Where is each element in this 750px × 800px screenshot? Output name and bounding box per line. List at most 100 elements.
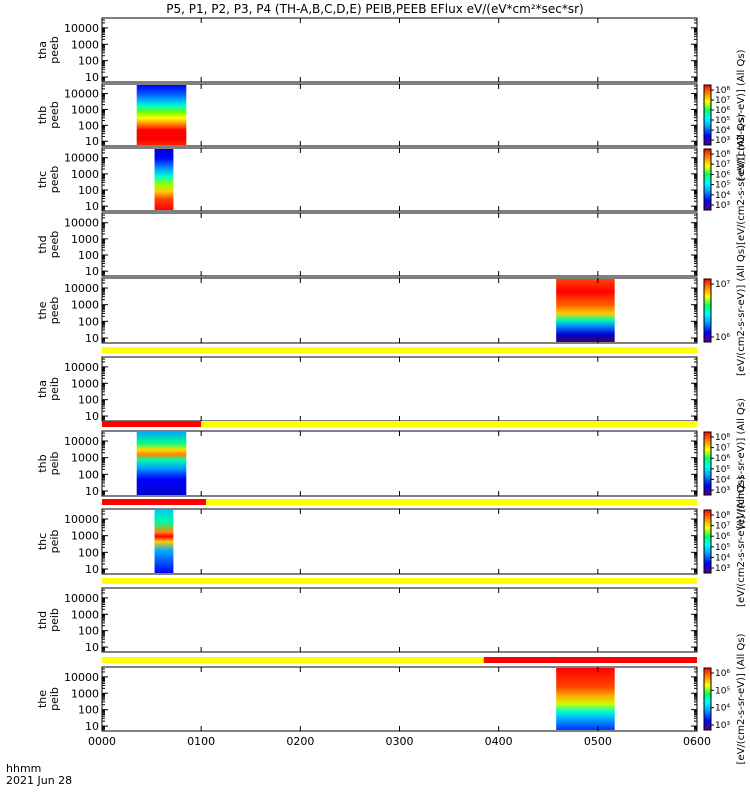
panel-label-probe: thb: [36, 106, 49, 124]
y-tick-label: 10000: [64, 282, 99, 295]
y-tick-label: 10: [85, 641, 99, 654]
panel-label-product: peib: [48, 452, 61, 476]
colorbar-tick-label: 10⁴: [715, 126, 730, 136]
panel-label-probe: the: [36, 301, 49, 319]
spectrogram-block: [556, 279, 615, 342]
colorbar-tick-label: 10⁶: [715, 333, 730, 343]
colorbar-tick-label: 10⁸: [715, 86, 730, 96]
footer-time-label: hhmm: [6, 762, 41, 775]
colorbar-tick-label: 10⁷: [715, 444, 730, 454]
panel-label-product: peeb: [48, 231, 61, 259]
colorbar-tick-label: 10⁷: [715, 280, 730, 290]
colorbar-tick-label: 10⁸: [715, 433, 730, 443]
panel-label-probe: thb: [36, 454, 49, 472]
panel-tha_peeb: 10 100 1000 10000 tha peeb: [36, 17, 698, 84]
y-tick-label: 10000: [64, 88, 99, 101]
y-tick-label: 100: [78, 119, 99, 132]
y-tick-label: 10: [85, 410, 99, 423]
colorbar: [703, 278, 712, 343]
x-tick-label: 0000: [88, 735, 116, 748]
spectrogram-block: [556, 668, 615, 730]
y-tick-label: 100: [78, 468, 99, 481]
mode-bar-segment: [483, 657, 697, 663]
colorbar-unit-label: [eV/(cm2-s-sr-eV)] (All Qs): [736, 398, 747, 529]
panel-label-probe: thc: [36, 171, 49, 188]
colorbar-unit-label: [eV/(cm2-s-sr-eV)] (All Qs): [736, 476, 747, 607]
panel-frame: [101, 508, 698, 575]
colorbar-tick-label: 10⁵: [715, 181, 730, 191]
colorbar-tick-label: 10⁶: [715, 170, 730, 180]
y-tick-label: 10000: [64, 361, 99, 374]
panel-label-product: peeb: [48, 166, 61, 194]
panel-label-product: peib: [48, 530, 61, 554]
y-tick-label: 10: [85, 135, 99, 148]
mode-bar-segment: [102, 657, 484, 663]
colorbar-tick-label: 10⁶: [715, 454, 730, 464]
mode-bar-segment: [206, 499, 697, 505]
colorbar-tick-label: 10³: [715, 201, 730, 211]
y-tick-label: 100: [78, 704, 99, 717]
x-tick-label: 0200: [286, 735, 314, 748]
panel-label-probe: thc: [36, 533, 49, 550]
panel-frame: [101, 147, 698, 212]
footer-date-label: 2021 Jun 28: [6, 774, 72, 787]
colorbar-tick-label: 10⁶: [715, 532, 730, 542]
colorbar-tick-label: 10⁴: [715, 475, 730, 485]
y-tick-label: 100: [78, 625, 99, 638]
colorbar-tick-label: 10⁸: [715, 511, 730, 521]
mode-bar-segment: [201, 421, 697, 427]
spectrogram-block: [154, 510, 174, 573]
y-tick-label: 100: [78, 249, 99, 262]
panel-label-product: peib: [48, 608, 61, 632]
panel-thd_peib: 10 100 1000 10000 thd peib: [36, 578, 698, 654]
y-tick-label: 10000: [64, 152, 99, 165]
mode-bar-segment: [102, 347, 697, 353]
spectrogram-block: [154, 149, 174, 210]
panel-the_peeb: 10 100 1000 10000 the peeb 10⁷ 10⁶ [eV/(cm2-s-sr…: [36, 245, 747, 376]
y-tick-label: 10000: [64, 22, 99, 35]
panel-label-probe: thd: [36, 235, 49, 253]
y-tick-label: 10000: [64, 435, 99, 448]
panel-label-probe: tha: [36, 380, 49, 398]
colorbar-tick-label: 10⁶: [715, 106, 730, 116]
spectrogram-block: [136, 85, 187, 145]
colorbar-unit-label: [eV/(cm2-s-sr-eV)] (All Qs): [736, 633, 747, 764]
y-tick-label: 10: [85, 563, 99, 576]
y-tick-label: 1000: [71, 103, 99, 116]
y-tick-label: 10000: [64, 217, 99, 230]
mode-bar-segment: [102, 578, 697, 584]
panel-frame: [101, 17, 698, 83]
y-tick-label: 100: [78, 394, 99, 407]
panel-label-product: peib: [48, 687, 61, 711]
colorbar-tick-label: 10⁷: [715, 160, 730, 170]
colorbar-tick-label: 10⁴: [715, 191, 730, 201]
y-tick-label: 100: [78, 184, 99, 197]
mode-bar-segment: [102, 499, 207, 505]
y-tick-label: 10000: [64, 592, 99, 605]
y-tick-label: 10: [85, 720, 99, 733]
colorbar-unit-label: [eV/(cm2-s-sr-eV)] (All Qs): [736, 114, 747, 245]
panel-frame: [101, 587, 698, 653]
spectrogram-block: [136, 432, 187, 495]
colorbar-tick-label: 10⁵: [715, 686, 730, 696]
colorbar: [703, 148, 712, 211]
panel-frame: [101, 83, 698, 147]
colorbar-tick-label: 10⁵: [715, 465, 730, 475]
colorbar-tick-label: 10³: [715, 721, 730, 731]
colorbar-tick-label: 10³: [715, 486, 730, 496]
y-tick-label: 1000: [71, 452, 99, 465]
x-tick-label: 0100: [187, 735, 215, 748]
colorbar-tick-label: 10⁵: [715, 543, 730, 553]
y-tick-label: 10: [85, 485, 99, 498]
panel-frame: [101, 430, 698, 497]
colorbar: [703, 667, 712, 731]
y-tick-label: 10: [85, 71, 99, 84]
panel-tha_peib: 10 100 1000 10000 tha peib: [36, 347, 698, 423]
panel-label-product: peeb: [48, 297, 61, 325]
colorbar-tick-label: 10⁴: [715, 704, 730, 714]
panel-label-product: peeb: [48, 101, 61, 129]
